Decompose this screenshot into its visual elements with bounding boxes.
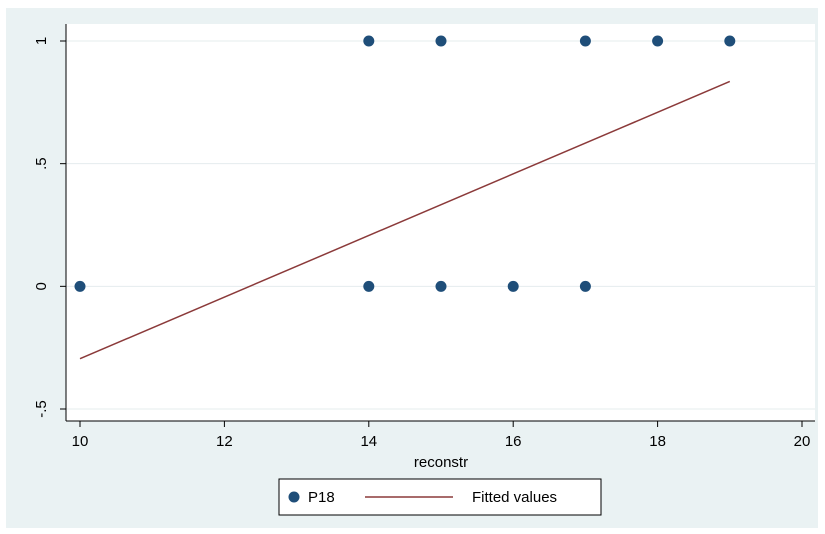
x-tick-label-0: 10 xyxy=(72,433,89,450)
data-point-3 xyxy=(507,280,519,292)
axes xyxy=(65,24,815,422)
data-point-8 xyxy=(652,35,664,47)
series-layer xyxy=(74,35,736,360)
data-point-4 xyxy=(579,280,591,292)
y-tick-label-3: 1 xyxy=(33,37,50,45)
legend-label-fitted-values: Fitted values xyxy=(472,489,557,506)
fitted-values-line xyxy=(79,80,731,360)
y-tick-label-2: .5 xyxy=(33,157,50,170)
data-point-9 xyxy=(724,35,736,47)
y-axis-ticks: -.5 0 .5 1 xyxy=(33,37,66,418)
y-tick-label-0: -.5 xyxy=(33,400,50,418)
plot-area xyxy=(66,24,815,421)
x-tick-label-4: 18 xyxy=(649,433,666,450)
legend: P18 Fitted values xyxy=(278,478,602,516)
data-point-7 xyxy=(579,35,591,47)
data-point-1 xyxy=(363,280,375,292)
x-tick-label-3: 16 xyxy=(505,433,522,450)
x-tick-label-5: 20 xyxy=(794,433,811,450)
x-axis-ticks: 10 12 14 16 18 20 xyxy=(72,421,811,450)
legend-marker-p18 xyxy=(288,491,300,503)
legend-label-p18: P18 xyxy=(308,489,335,506)
x-tick-label-2: 14 xyxy=(360,433,377,450)
y-tick-label-1: 0 xyxy=(33,282,50,290)
data-point-5 xyxy=(363,35,375,47)
data-point-2 xyxy=(435,280,447,292)
data-point-6 xyxy=(435,35,447,47)
x-axis-title: reconstr xyxy=(414,454,468,471)
data-point-0 xyxy=(74,280,86,292)
x-tick-label-1: 12 xyxy=(216,433,233,450)
